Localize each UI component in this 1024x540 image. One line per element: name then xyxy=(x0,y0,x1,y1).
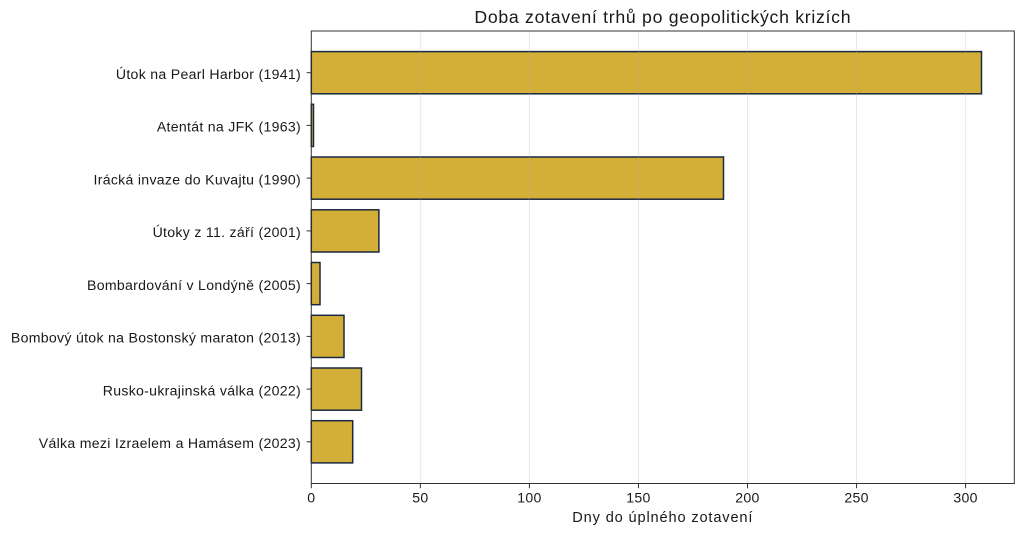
svg-text:200: 200 xyxy=(735,490,759,506)
svg-text:100: 100 xyxy=(517,490,541,506)
svg-text:Bombardování v Londýně (2005): Bombardování v Londýně (2005) xyxy=(87,277,301,293)
svg-text:Válka mezi Izraelem a Hamásem: Válka mezi Izraelem a Hamásem (2023) xyxy=(39,435,301,451)
svg-text:Dny do úplného zotavení: Dny do úplného zotavení xyxy=(572,510,753,526)
svg-text:Rusko-ukrajinská válka (2022): Rusko-ukrajinská válka (2022) xyxy=(103,382,301,398)
svg-text:Útok na Pearl Harbor (1941): Útok na Pearl Harbor (1941) xyxy=(116,66,301,82)
svg-text:150: 150 xyxy=(626,490,650,506)
svg-text:Doba zotavení trhů po geopolit: Doba zotavení trhů po geopolitických kri… xyxy=(474,7,851,27)
svg-text:250: 250 xyxy=(844,490,868,506)
svg-text:Atentát na JFK (1963): Atentát na JFK (1963) xyxy=(157,119,301,135)
svg-text:0: 0 xyxy=(307,490,315,506)
svg-text:Bombový útok na Bostonský mara: Bombový útok na Bostonský maraton (2013) xyxy=(11,330,301,346)
svg-text:300: 300 xyxy=(953,490,977,506)
svg-text:Irácká invaze do Kuvajtu (1990: Irácká invaze do Kuvajtu (1990) xyxy=(93,171,301,187)
svg-text:Útoky z 11. září (2001): Útoky z 11. září (2001) xyxy=(153,224,301,240)
svg-text:50: 50 xyxy=(412,490,428,506)
